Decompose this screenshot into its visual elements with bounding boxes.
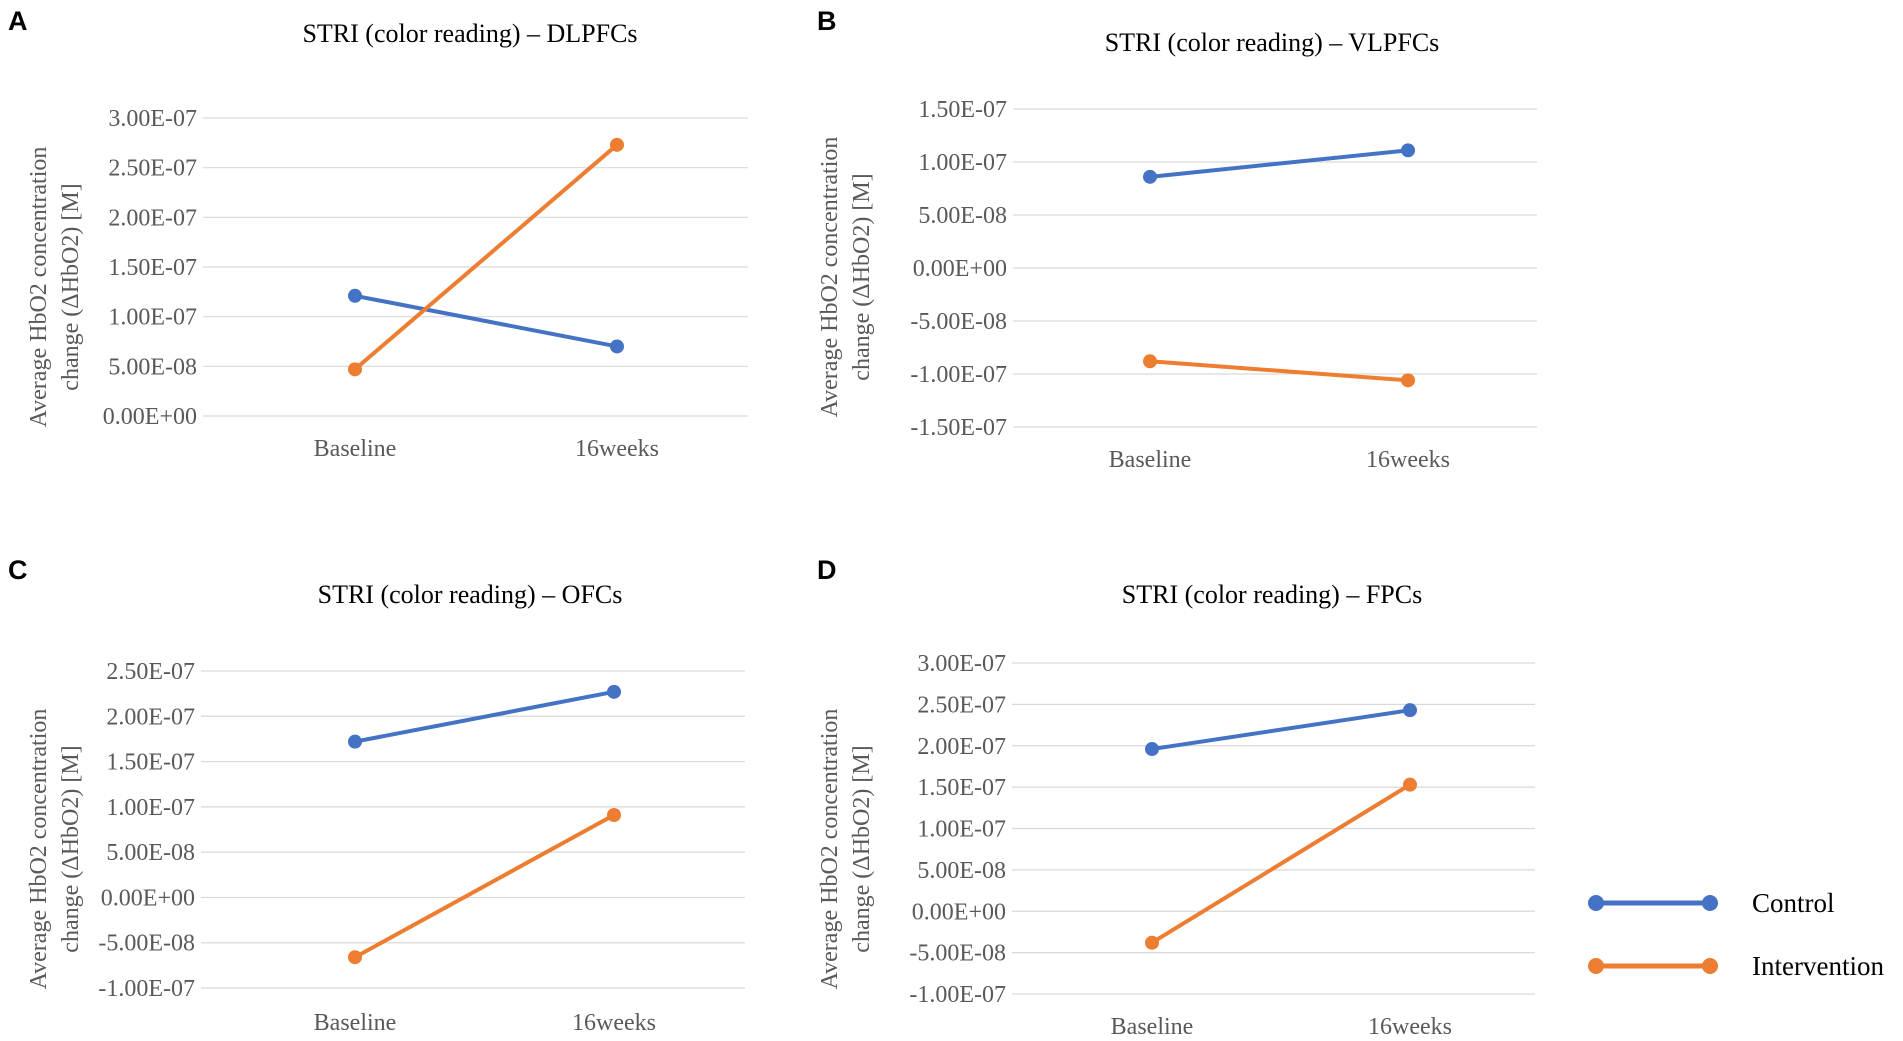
y-tick-label: 1.50E-07 (108, 255, 197, 281)
y-tick-label: 0.00E+00 (912, 899, 1006, 925)
y-tick-label: 0.00E+00 (913, 256, 1007, 282)
data-point-intervention (610, 137, 624, 152)
y-tick-label: -5.00E-08 (910, 309, 1007, 335)
series-line-control (353, 689, 616, 744)
y-tick-label: 2.50E-07 (917, 692, 1006, 718)
series-line-control (353, 293, 619, 349)
y-tick-label: -1.50E-07 (910, 415, 1007, 441)
y-axis-label: Average HbO2 concentration (817, 137, 843, 418)
y-tick-label: 5.00E-08 (917, 858, 1006, 884)
legend-label-intervention: Intervention (1752, 951, 1884, 981)
y-tick-label: -5.00E-08 (98, 931, 195, 957)
chart-panel-b: B STRI (color reading) – VLPFCs -1.50E-07 -… (817, 6, 1537, 473)
data-point-intervention (1143, 354, 1157, 369)
data-point-intervention (348, 362, 362, 377)
data-point-control (607, 684, 621, 699)
data-point-intervention (348, 950, 362, 965)
series-line-intervention (1150, 782, 1412, 945)
y-tick-label: 2.00E-07 (106, 704, 195, 730)
x-tick-label: Baseline (1109, 447, 1192, 473)
series-line-intervention (1148, 359, 1410, 383)
data-point-control (1401, 143, 1415, 158)
series-line-control (1148, 148, 1410, 179)
y-tick-label: 2.50E-07 (108, 156, 197, 182)
y-tick-label: -1.00E-07 (910, 362, 1007, 388)
data-point-control (1143, 169, 1157, 184)
chart-title: STRI (color reading) – DLPFCs (302, 19, 637, 48)
chart-panel-a: A STRI (color reading) – DLPFCs 0.00E+00 5.… (8, 6, 748, 462)
x-tick-label: Baseline (314, 1010, 397, 1036)
data-point-control (1145, 742, 1159, 757)
x-tick-label: 16weeks (1366, 447, 1450, 473)
legend-marker-intervention (1588, 958, 1604, 974)
series-line-intervention (353, 813, 616, 960)
y-axis-label: change (ΔHbO2) [M] (58, 745, 84, 952)
data-point-control (610, 339, 624, 354)
data-point-intervention (607, 808, 621, 823)
chart-panel-d: D STRI (color reading) – FPCs -1.00E-07 -5.… (817, 555, 1535, 1040)
series-line-intervention (353, 142, 619, 372)
chart-title: STRI (color reading) – OFCs (318, 580, 623, 609)
chart-title: STRI (color reading) – VLPFCs (1105, 28, 1440, 57)
y-tick-label: 3.00E-07 (917, 651, 1006, 677)
y-tick-label: 0.00E+00 (101, 885, 195, 911)
y-tick-label: 1.00E-07 (108, 305, 197, 331)
y-tick-label: 3.00E-07 (108, 106, 197, 132)
y-tick-label: 1.50E-07 (917, 775, 1006, 801)
y-axis-label: change (ΔHbO2) [M] (849, 173, 875, 380)
y-tick-label: 1.00E-07 (918, 150, 1007, 176)
panel-letter: C (8, 555, 28, 585)
data-point-control (348, 734, 362, 749)
y-tick-label: 0.00E+00 (103, 404, 197, 430)
data-point-control (348, 288, 362, 303)
y-tick-label: 2.00E-07 (917, 734, 1006, 760)
data-point-intervention (1401, 373, 1415, 388)
y-tick-label: 5.00E-08 (106, 840, 195, 866)
data-point-intervention (1403, 777, 1417, 792)
y-tick-label: -5.00E-08 (909, 941, 1006, 967)
x-tick-label: 16weeks (575, 436, 659, 462)
y-tick-label: 5.00E-08 (918, 203, 1007, 229)
x-tick-label: 16weeks (1368, 1014, 1452, 1040)
y-tick-label: 1.00E-07 (917, 817, 1006, 843)
y-axis-label: change (ΔHbO2) [M] (849, 745, 875, 952)
legend-marker-control (1702, 895, 1718, 911)
y-tick-label: 2.50E-07 (106, 659, 195, 685)
legend-marker-control (1588, 895, 1604, 911)
y-tick-label: 5.00E-08 (108, 354, 197, 380)
y-axis-label: change (ΔHbO2) [M] (58, 183, 84, 390)
data-point-intervention (1145, 935, 1159, 950)
y-tick-label: -1.00E-07 (909, 982, 1006, 1008)
legend: Control Intervention (1588, 888, 1884, 981)
y-tick-label: 1.50E-07 (918, 97, 1007, 123)
panel-letter: A (8, 6, 28, 36)
legend-label-control: Control (1752, 888, 1835, 918)
y-axis-label: Average HbO2 concentration (26, 147, 52, 428)
y-tick-label: 1.00E-07 (106, 795, 195, 821)
chart-title: STRI (color reading) – FPCs (1122, 580, 1422, 609)
y-tick-label: -1.00E-07 (98, 976, 195, 1002)
data-point-control (1403, 703, 1417, 718)
chart-panel-c: C STRI (color reading) – OFCs -1.00E-07 -5.… (8, 555, 745, 1036)
y-tick-label: 2.00E-07 (108, 205, 197, 231)
x-tick-label: 16weeks (572, 1010, 656, 1036)
panel-letter: D (817, 555, 837, 585)
panel-letter: B (817, 6, 837, 36)
x-tick-label: Baseline (1111, 1014, 1194, 1040)
legend-marker-intervention (1702, 958, 1718, 974)
y-tick-label: 1.50E-07 (106, 750, 195, 776)
x-tick-label: Baseline (314, 436, 397, 462)
y-axis-label: Average HbO2 concentration (26, 709, 52, 990)
series-line-control (1150, 708, 1412, 752)
y-axis-label: Average HbO2 concentration (817, 709, 843, 990)
